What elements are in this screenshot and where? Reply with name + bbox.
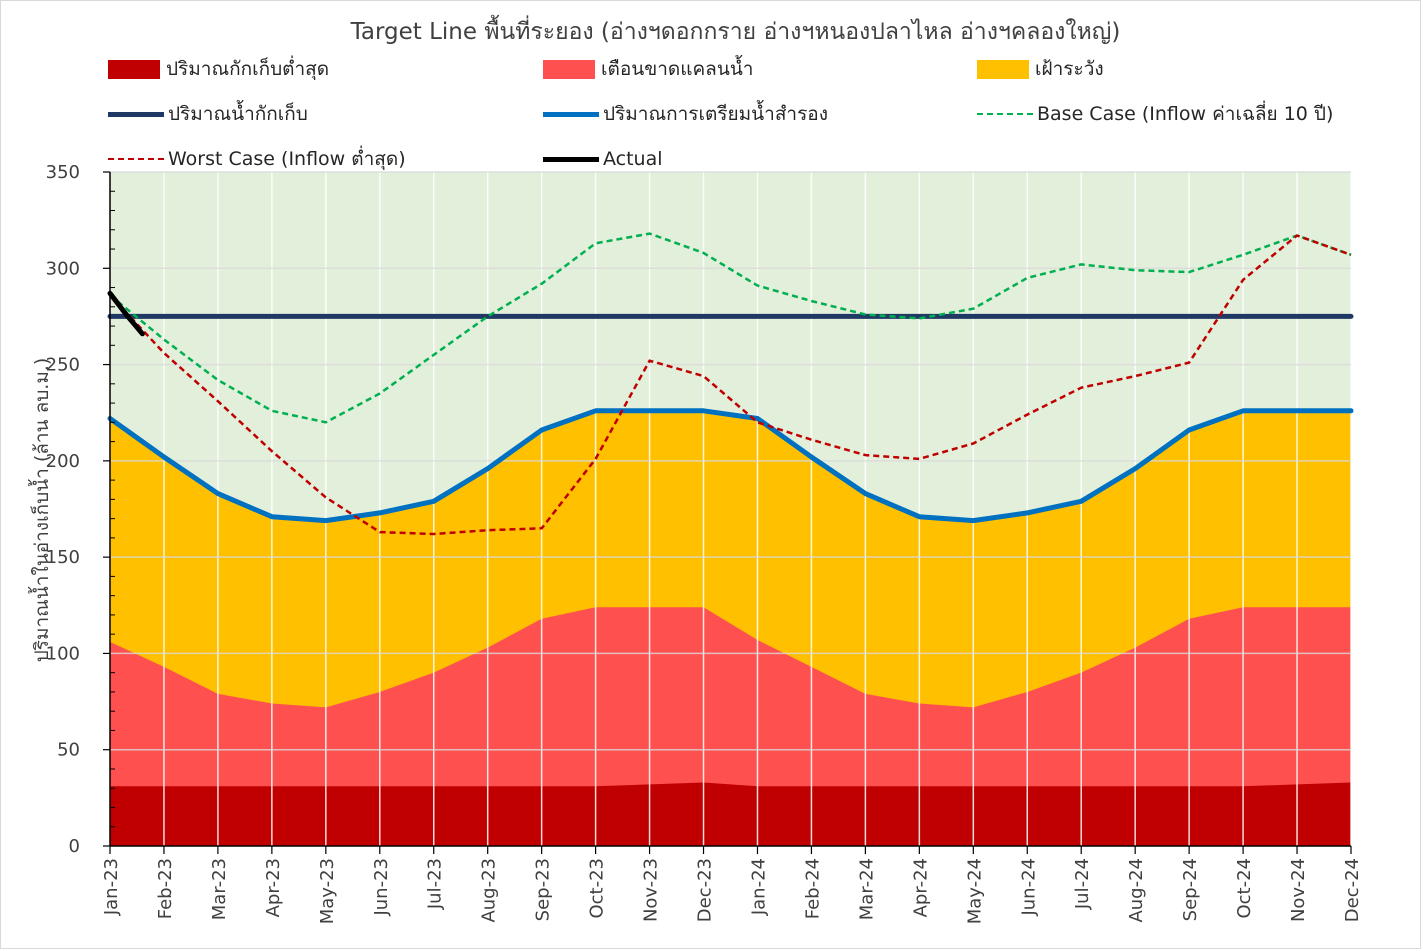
legend-item: ปริมาณการเตรียมน้ำสำรอง bbox=[543, 102, 828, 126]
legend-label: Actual bbox=[603, 148, 663, 170]
area-0 bbox=[110, 782, 1351, 846]
x-tick-label: Jul-24 bbox=[1072, 858, 1093, 910]
x-tick-label: Nov-23 bbox=[641, 858, 662, 922]
x-tick-label: Feb-24 bbox=[802, 858, 823, 919]
legend-item: ปริมาณน้ำกักเก็บ bbox=[108, 102, 308, 126]
x-tick-label: Nov-24 bbox=[1288, 858, 1309, 922]
x-tick-label: Jul-23 bbox=[425, 858, 446, 910]
x-tick-label: Jun-24 bbox=[1018, 858, 1039, 917]
legend: ปริมาณกักเก็บต่ำสุด เตือนขาดแคลนน้ำ เฝ้าระ… bbox=[0, 0, 1423, 175]
legend-item: Actual bbox=[543, 147, 663, 171]
x-tick-label: Dec-23 bbox=[695, 858, 716, 922]
legend-label: ปริมาณน้ำกักเก็บ bbox=[168, 103, 308, 125]
legend-item: Base Case (Inflow ค่าเฉลี่ย 10 ปี) bbox=[977, 102, 1333, 126]
legend-label: เตือนขาดแคลนน้ำ bbox=[601, 58, 754, 80]
x-tick-label: Mar-24 bbox=[856, 858, 877, 920]
x-tick-label: Apr-23 bbox=[263, 858, 284, 917]
x-tick-label: Dec-24 bbox=[1342, 858, 1363, 922]
legend-line-swatch bbox=[108, 158, 164, 160]
x-tick-label: Sep-24 bbox=[1180, 858, 1201, 921]
x-tick-label: Jan-24 bbox=[748, 858, 769, 916]
x-tick-label: Aug-23 bbox=[479, 858, 500, 923]
y-tick-label: 0 bbox=[69, 836, 80, 857]
legend-item: ปริมาณกักเก็บต่ำสุด bbox=[108, 57, 329, 81]
legend-swatch bbox=[108, 59, 160, 79]
chart-title: Target Line พื้นที่ระยอง (อ่างฯดอกกราย อ… bbox=[350, 19, 1121, 45]
x-tick-label: Oct-24 bbox=[1234, 858, 1255, 919]
x-tick-label: Apr-24 bbox=[910, 858, 931, 917]
y-tick-label: 100 bbox=[46, 643, 80, 664]
legend-label: Worst Case (Inflow ต่ำสุด) bbox=[168, 148, 406, 170]
legend-line-swatch bbox=[108, 111, 164, 117]
legend-label: ปริมาณกักเก็บต่ำสุด bbox=[166, 58, 330, 80]
x-tick-label: Mar-23 bbox=[209, 858, 230, 920]
y-tick-label: 350 bbox=[46, 162, 80, 183]
legend-item: เตือนขาดแคลนน้ำ bbox=[543, 57, 753, 81]
y-tick-label: 250 bbox=[46, 355, 80, 376]
legend-label: ปริมาณการเตรียมน้ำสำรอง bbox=[603, 103, 828, 125]
y-tick-label: 200 bbox=[46, 451, 80, 472]
y-tick-label: 150 bbox=[46, 547, 80, 568]
x-tick-label: Sep-23 bbox=[533, 858, 554, 921]
x-tick-label: May-23 bbox=[317, 858, 338, 924]
legend-item: Worst Case (Inflow ต่ำสุด) bbox=[108, 147, 406, 171]
x-tick-label: Jun-23 bbox=[371, 858, 392, 917]
series-line-4 bbox=[107, 290, 145, 337]
x-tick-label: Oct-23 bbox=[587, 858, 608, 919]
legend-line-swatch bbox=[977, 113, 1033, 115]
legend-item: เฝ้าระวัง bbox=[977, 57, 1104, 81]
x-tick-label: Feb-23 bbox=[155, 858, 176, 919]
x-tick-label: May-24 bbox=[964, 858, 985, 924]
series-line-2 bbox=[109, 232, 1352, 424]
x-tick-label: Jan-23 bbox=[101, 858, 122, 916]
legend-line-swatch bbox=[543, 156, 599, 162]
y-tick-label: 300 bbox=[46, 258, 80, 279]
legend-line-swatch bbox=[543, 111, 599, 117]
legend-swatch bbox=[543, 59, 595, 79]
legend-label: Base Case (Inflow ค่าเฉลี่ย 10 ปี) bbox=[1037, 103, 1334, 125]
legend-swatch bbox=[977, 59, 1029, 79]
series-line-1 bbox=[107, 408, 1354, 524]
y-tick-label: 50 bbox=[57, 740, 80, 761]
x-tick-label: Aug-24 bbox=[1126, 858, 1147, 923]
series-line-3 bbox=[109, 234, 1352, 536]
legend-label: เฝ้าระวัง bbox=[1035, 58, 1104, 80]
